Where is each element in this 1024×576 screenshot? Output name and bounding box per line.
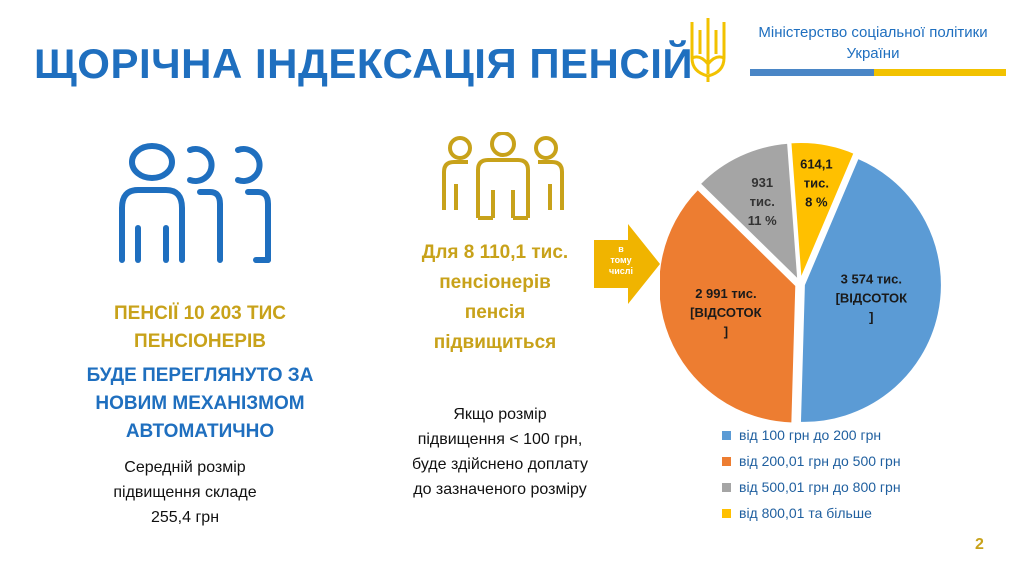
avg-line-2: підвищення складе: [113, 484, 257, 501]
ministry-name: Міністерство соціальної політики України: [728, 22, 1018, 64]
note-line-4: до зазначеного розміру: [413, 481, 587, 498]
legend-item: від 100 грн до 200 грн: [722, 422, 901, 448]
ministry-line-1: Міністерство соціальної політики: [758, 24, 988, 41]
left-line-5: АВТОМАТИЧНО: [125, 421, 275, 442]
pie-chart: 3 574 тис. [ВІДСОТОК] 2 991 тис. [ВІДСОТОК]…: [660, 141, 943, 425]
left-blue-text: БУДЕ ПЕРЕГЛЯНУТО ЗА НОВИМ МЕХАНІЗМОМ АВТ…: [60, 362, 340, 446]
middle-gold-text: Для 8 110,1 тис. пенсіонерів пенсія підв…: [390, 238, 600, 358]
header-bar-yellow: [874, 69, 1006, 76]
page-number: 2: [975, 536, 984, 553]
left-line-2: ПЕНСІОНЕРІВ: [134, 331, 266, 352]
legend-item: від 200,01 грн до 500 грн: [722, 448, 901, 474]
trident-emblem-icon: [690, 18, 726, 82]
middle-line-3: пенсія: [464, 302, 526, 323]
left-line-3: БУДЕ ПЕРЕГЛЯНУТО ЗА: [86, 365, 314, 386]
left-line-4: НОВИМ МЕХАНІЗМОМ: [95, 393, 305, 414]
middle-line-1: Для 8 110,1 тис.: [421, 242, 569, 263]
legend-swatch: [722, 430, 731, 440]
legend-label: від 500,01 грн до 800 грн: [739, 479, 901, 495]
left-line-1: ПЕНСІЇ 10 203 ТИС: [114, 303, 286, 324]
pie-slice-2: [660, 187, 798, 425]
chart-legend: від 100 грн до 200 грн від 200,01 грн до …: [722, 422, 901, 526]
avg-line-3: 255,4 грн: [150, 509, 220, 526]
legend-item: від 500,01 грн до 800 грн: [722, 474, 901, 500]
average-increase-text: Середній розмір підвищення складе 255,4 …: [80, 455, 290, 530]
legend-swatch: [722, 456, 731, 466]
people-group-icon-middle: [442, 132, 564, 220]
legend-item: від 800,01 та більше: [722, 500, 901, 526]
header-bar-blue: [750, 69, 874, 76]
note-line-3: буде здійснено доплату: [412, 456, 588, 473]
pie-label-3: 931 тис. 11 %: [748, 175, 777, 228]
middle-line-4: підвищиться: [433, 332, 557, 353]
pie-slice-3: [698, 141, 800, 283]
arrow-line-3: числі: [609, 266, 633, 276]
legend-swatch: [722, 482, 731, 492]
arrow-line-2: тому: [610, 255, 632, 265]
pie-slice-1: [798, 156, 943, 424]
middle-line-2: пенсіонерів: [439, 272, 551, 293]
legend-label: від 800,01 та більше: [739, 505, 872, 521]
note-line-2: підвищення < 100 грн,: [417, 431, 583, 448]
legend-label: від 100 грн до 200 грн: [739, 427, 882, 443]
ministry-line-2: України: [846, 45, 900, 62]
arrow-line-1: в: [618, 244, 624, 254]
arrow-right-icon: [594, 224, 660, 304]
pie-slice-4: [789, 141, 856, 281]
pie-label-2: 2 991 тис. [ВІДСОТОК]: [690, 286, 761, 339]
pie-label-4: 614,1 тис. 8 %: [800, 157, 833, 210]
page-title: ЩОРІЧНА ІНДЕКСАЦІЯ ПЕНСІЙ: [34, 40, 694, 87]
middle-note-text: Якщо розмір підвищення < 100 грн, буде з…: [380, 402, 620, 502]
pie-label-1: 3 574 тис. [ВІДСОТОК]: [836, 272, 907, 325]
note-line-1: Якщо розмір: [453, 406, 547, 423]
arrow-label: в тому числі: [600, 244, 642, 277]
legend-swatch: [722, 508, 731, 518]
people-group-icon: [119, 143, 271, 263]
left-gold-text: ПЕНСІЇ 10 203 ТИС ПЕНСІОНЕРІВ: [60, 300, 340, 356]
avg-line-1: Середній розмір: [124, 459, 246, 476]
legend-label: від 200,01 грн до 500 грн: [739, 453, 901, 469]
